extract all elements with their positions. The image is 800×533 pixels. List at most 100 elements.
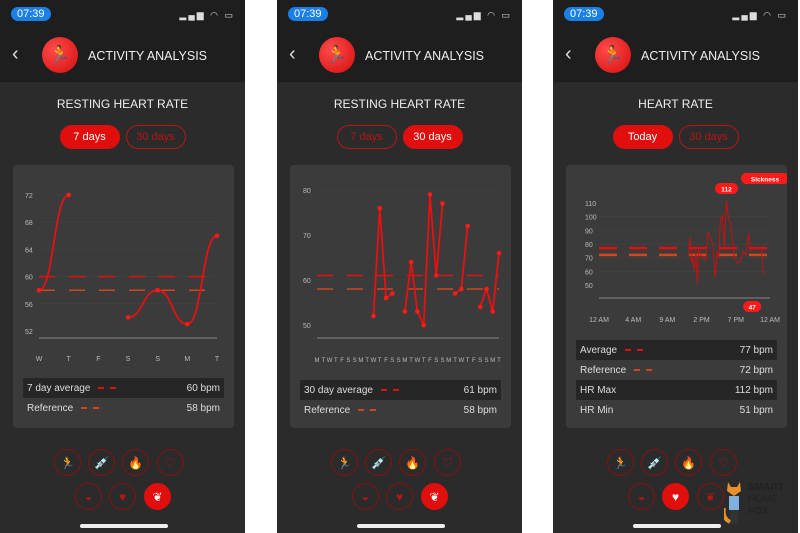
x-tick-label: 7 PM — [728, 317, 745, 324]
heart-pulse-icon[interactable]: ♥ — [109, 483, 136, 510]
x-tick-label: S — [478, 358, 482, 364]
home-indicator[interactable] — [80, 524, 168, 528]
series-line — [38, 194, 70, 292]
syringe-icon[interactable]: 💉 — [88, 449, 115, 476]
flame-icon[interactable]: 🔥 — [675, 449, 702, 476]
brand-text: HOME — [748, 494, 778, 505]
heart-plus-icon[interactable]: ♡ — [434, 449, 461, 476]
x-tick-label: M — [446, 358, 451, 364]
data-point[interactable] — [440, 201, 445, 206]
heart-pulse-icon[interactable]: ♥ — [662, 483, 689, 510]
x-tick-label: 4 AM — [625, 317, 641, 324]
brand-text: SMART — [748, 482, 784, 493]
data-point[interactable] — [383, 295, 389, 301]
back-icon[interactable]: ‹ — [565, 43, 572, 65]
status-time: 07:39 — [564, 7, 604, 21]
stomach-icon[interactable]: ◒ — [628, 483, 655, 510]
status-bar: 07:39 ▂▄▆ ◠ ▭ — [0, 0, 245, 28]
data-point[interactable] — [377, 205, 383, 211]
data-point[interactable] — [433, 273, 439, 278]
running-icon[interactable]: 🏃 — [331, 449, 358, 476]
data-point[interactable] — [427, 192, 433, 197]
data-point[interactable] — [408, 259, 414, 265]
data-point[interactable] — [371, 313, 376, 319]
x-tick-label: F — [384, 358, 388, 364]
data-point[interactable] — [490, 309, 496, 314]
data-point[interactable] — [415, 309, 420, 314]
data-point[interactable] — [421, 322, 426, 328]
heart-plus-icon[interactable]: ♡ — [157, 449, 184, 476]
data-point[interactable] — [66, 192, 71, 198]
reference-dash-icon — [358, 409, 377, 411]
running-icon[interactable]: 🏃 — [607, 449, 634, 476]
home-indicator[interactable] — [633, 524, 721, 528]
tab-7-days[interactable]: 7 days — [59, 125, 120, 149]
data-point[interactable] — [390, 291, 395, 296]
x-tick-label: T — [334, 358, 338, 364]
tab-30-days[interactable]: 30 days — [678, 125, 739, 149]
data-point[interactable] — [402, 309, 408, 314]
x-tick-label: S — [397, 358, 401, 364]
running-logo-icon: 🏃 — [42, 37, 78, 73]
heart-plus-icon[interactable]: ♡ — [710, 449, 737, 476]
y-tick-label: 52 — [25, 329, 33, 336]
data-point[interactable] — [484, 286, 489, 292]
data-point[interactable] — [465, 223, 470, 229]
data-point[interactable] — [452, 291, 458, 296]
page-title: RESTING HEART RATE — [56, 97, 189, 111]
running-icon[interactable]: 🏃 — [54, 449, 81, 476]
x-tick-label: T — [453, 358, 457, 364]
header-title: ACTIVITY ANALYSIS — [365, 49, 485, 63]
syringe-icon[interactable]: 💉 — [641, 449, 668, 476]
stomach-icon[interactable]: ◒ — [352, 483, 379, 510]
syringe-icon[interactable]: 💉 — [365, 449, 392, 476]
legend-label: Reference — [27, 402, 74, 414]
back-icon[interactable]: ‹ — [12, 43, 19, 65]
legend-value: 112 bpm — [734, 384, 773, 396]
y-tick-label: 64 — [25, 247, 33, 254]
data-point[interactable] — [125, 315, 131, 320]
x-tick-label: W — [36, 356, 43, 363]
fox-mascot-icon — [724, 482, 741, 524]
period-tabs: Today 30 days — [553, 125, 798, 149]
x-tick-label: S — [390, 358, 394, 364]
stomach-icon[interactable]: ◒ — [75, 483, 102, 510]
home-indicator[interactable] — [357, 524, 445, 528]
heart-apple-icon[interactable]: ❦ — [697, 483, 724, 510]
data-point[interactable] — [496, 250, 502, 256]
period-tabs: 7 days 30 days — [0, 125, 245, 149]
tag-badge — [741, 173, 787, 184]
flame-icon[interactable]: 🔥 — [122, 449, 149, 476]
heart-apple-icon[interactable]: ❦ — [144, 483, 171, 510]
status-time: 07:39 — [288, 7, 328, 21]
back-icon[interactable]: ‹ — [289, 43, 296, 65]
signal-wifi-battery-icon: ▂▄▆ ◠ ▭ — [732, 10, 788, 20]
x-tick-label: 2 PM — [693, 317, 710, 324]
legend-row: HR Max 112 bpm — [576, 380, 777, 400]
data-point[interactable] — [155, 287, 160, 293]
data-point[interactable] — [459, 286, 464, 292]
x-tick-label: W — [415, 358, 421, 364]
running-logo-icon: 🏃 — [319, 37, 355, 73]
heart-pulse-icon[interactable]: ♥ — [386, 483, 413, 510]
x-tick-label: T — [422, 358, 426, 364]
data-point[interactable] — [214, 233, 220, 239]
y-tick-label: 60 — [25, 275, 33, 282]
tab-30-days[interactable]: 30 days — [125, 125, 186, 149]
x-tick-label: F — [340, 358, 344, 364]
tab-30-days[interactable]: 30 days — [402, 125, 463, 149]
status-time: 07:39 — [11, 7, 51, 21]
tab-today[interactable]: Today — [612, 125, 673, 149]
x-tick-label: S — [126, 356, 131, 363]
flame-icon[interactable]: 🔥 — [399, 449, 426, 476]
data-point[interactable] — [477, 304, 483, 310]
x-tick-label: T — [497, 358, 501, 364]
tab-7-days[interactable]: 7 days — [336, 125, 397, 149]
data-point[interactable] — [185, 321, 190, 327]
legend-row: 30 day average 61 bpm — [300, 380, 501, 400]
series-line — [403, 194, 444, 326]
max-badge — [715, 183, 739, 194]
data-point[interactable] — [36, 287, 42, 293]
heart-apple-icon[interactable]: ❦ — [421, 483, 448, 510]
